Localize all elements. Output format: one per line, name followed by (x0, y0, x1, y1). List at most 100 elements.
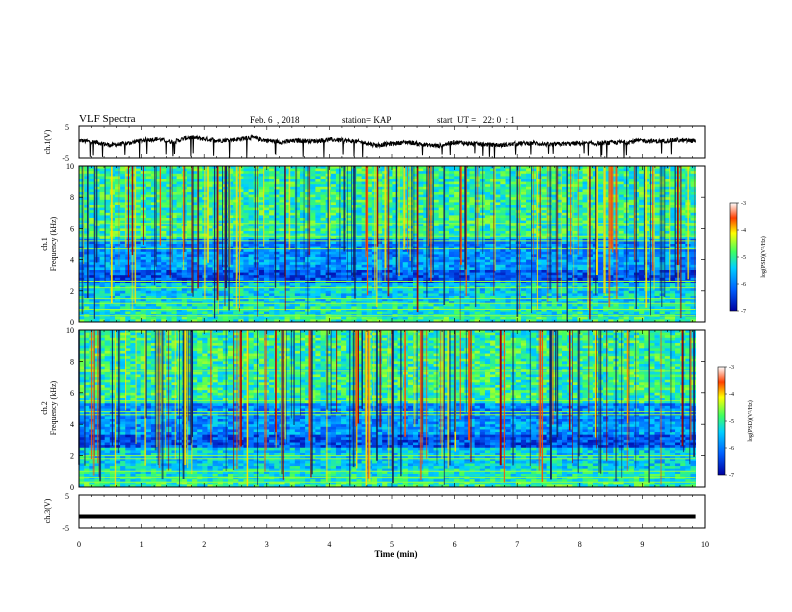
spectrogram-cell (135, 192, 142, 195)
spectrogram-cell (582, 223, 589, 227)
spectrogram-cell (448, 212, 455, 216)
spectrogram-cell (448, 262, 455, 266)
spectrogram-cell (510, 267, 517, 271)
spectrogram-cell (135, 176, 142, 180)
spectrogram-cell (320, 249, 327, 253)
spectrogram-cell (577, 186, 583, 190)
spectrogram-cell (197, 218, 203, 221)
spectrogram-cell (299, 249, 306, 253)
spectrogram-cell (346, 171, 352, 175)
spectrogram-cell (402, 262, 409, 266)
spectrogram-cell (392, 249, 398, 253)
spectrogram-cell (207, 233, 213, 237)
spectrogram-cell (433, 173, 440, 177)
spectrogram-cell (299, 176, 306, 180)
spectrogram-cell (171, 233, 178, 237)
spectrogram-cell (454, 212, 460, 216)
spectrogram-cell (659, 220, 666, 224)
spectrogram-cell (654, 251, 661, 255)
spectrogram-cell (423, 192, 429, 195)
spectrogram-cell (664, 207, 671, 211)
spectrogram-cell (541, 173, 547, 177)
spectrogram-cell (192, 236, 198, 240)
spectrogram-cell (443, 171, 450, 175)
spectrogram-cell (551, 176, 558, 180)
spectrogram-cell (628, 179, 635, 182)
spectrogram-cell (161, 181, 167, 185)
spectrogram-cell (654, 210, 661, 214)
spectrogram-cell (294, 181, 301, 185)
spectrogram-cell (243, 231, 249, 234)
spectrogram-cell (597, 249, 604, 253)
spectrogram-cell (413, 202, 419, 206)
spectrogram-cell (299, 202, 306, 206)
spectrogram-cell (479, 264, 486, 268)
spectrogram-cell (212, 207, 219, 211)
spectrogram-cell (484, 212, 491, 216)
spectrogram-cell (495, 233, 501, 237)
spectrogram-cell (253, 241, 260, 245)
spectrogram-cell (335, 218, 342, 221)
spectrogram-cell (639, 176, 645, 180)
spectrogram-cell (294, 179, 301, 182)
spectrogram-cell (253, 254, 260, 258)
spectrogram-cell (680, 184, 686, 188)
spectrogram-cell (423, 189, 429, 193)
spectrogram-cell (284, 171, 291, 175)
spectrogram-cell (628, 199, 635, 203)
spectrogram-cell (577, 264, 583, 268)
spectrogram-cell (361, 223, 368, 227)
spectrogram-cell (448, 218, 455, 221)
spectrogram-cell (603, 176, 609, 180)
spectrogram-cell (510, 207, 517, 211)
spectrogram-cell (639, 168, 645, 172)
spectrogram-cell (597, 244, 604, 247)
spectrogram-cell (140, 259, 147, 263)
spectrogram-cell (690, 168, 697, 172)
spectrogram-cell (248, 254, 255, 258)
spectrogram-cell (320, 233, 327, 237)
spectrogram-cell (99, 189, 106, 193)
spectrogram-cell (536, 173, 542, 177)
spectrogram-cell (577, 194, 583, 198)
spectrogram-cell (299, 244, 306, 247)
spectrogram-cell (515, 215, 522, 219)
spectrogram-cell (520, 231, 527, 234)
spectrogram-cell (269, 257, 275, 260)
spectrogram-cell (299, 233, 306, 237)
spectrogram-cell (197, 202, 203, 206)
spectrogram-cell (99, 264, 106, 268)
spectrogram-cell (84, 194, 90, 198)
spectrogram-cell (541, 179, 547, 182)
spectrogram-cell (120, 231, 126, 234)
spectrogram-cell (654, 181, 661, 185)
spectrogram-cell (628, 192, 635, 195)
spectrogram-cell (639, 179, 645, 182)
spectrogram-cell (171, 264, 178, 268)
spectrogram-cell (145, 186, 152, 190)
spectrogram-cell (639, 186, 645, 190)
spectrogram-cell (454, 223, 460, 227)
spectrogram-cell (423, 270, 429, 273)
spectrogram-cell (469, 259, 476, 263)
spectrogram-cell (572, 223, 578, 227)
spectrogram-cell (505, 197, 512, 201)
spectrogram-cell (192, 194, 198, 198)
spectrogram-cell (443, 189, 450, 193)
spectrogram-cell (320, 176, 327, 180)
spectrogram-cell (145, 236, 152, 240)
spectrogram-cell (510, 223, 517, 227)
spectrogram-cell (418, 189, 424, 193)
spectrogram-cell (274, 194, 280, 198)
spectrogram-cell (197, 166, 203, 169)
spectrogram-cell (99, 218, 106, 221)
spectrogram-cell (356, 171, 363, 175)
spectrogram-cell (664, 233, 671, 237)
spectrogram-cell (490, 218, 496, 221)
spectrogram-cell (392, 244, 398, 247)
spectrogram-cell (551, 173, 558, 177)
spectrogram-cell (356, 241, 363, 245)
spectrogram-cell (510, 262, 517, 266)
spectrogram-cell (572, 179, 578, 182)
spectrogram-cell (166, 205, 172, 208)
